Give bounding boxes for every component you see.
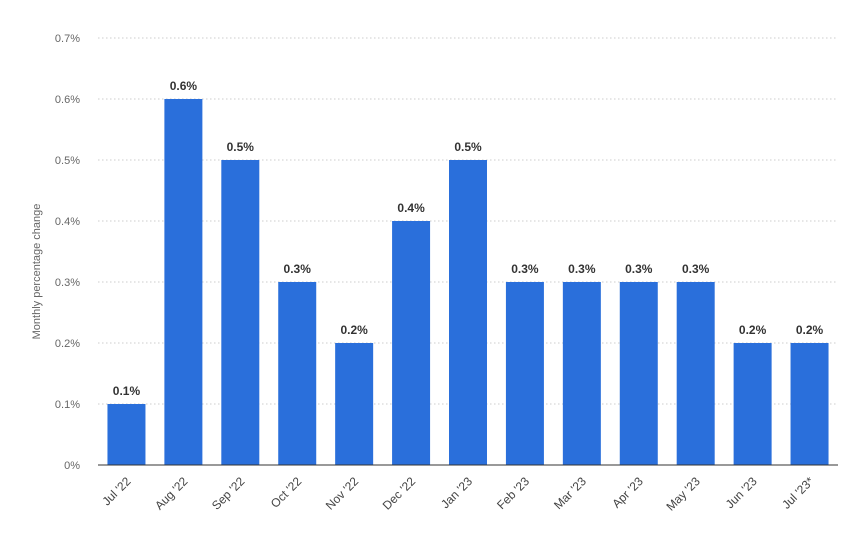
bar [676,282,715,465]
y-tick-label: 0.6% [55,94,80,106]
data-label: 0.3% [568,262,596,276]
data-label: 0.2% [796,323,824,337]
data-label: 0.5% [454,140,482,154]
bar [619,282,658,465]
data-label: 0.6% [170,79,198,93]
data-label: 0.2% [340,323,368,337]
x-tick-label: Mar '23 [551,474,589,512]
data-label: 0.3% [625,262,653,276]
data-label: 0.4% [397,201,425,215]
bars [107,99,829,465]
x-tick-label: Apr '23 [609,474,646,511]
data-label: 0.5% [227,140,255,154]
bar [505,282,544,465]
x-tick-label: Jul '23* [779,474,817,512]
x-tick-label: Jun '23 [723,474,760,511]
y-tick-label: 0% [64,460,80,472]
bar [278,282,317,465]
bar [733,343,772,465]
data-label: 0.2% [739,323,767,337]
bar [562,282,601,465]
x-tick-label: Feb '23 [494,474,532,512]
data-label: 0.3% [682,262,710,276]
x-tick-label: Jan '23 [438,474,475,511]
x-tick-label: Sep '22 [209,474,248,513]
x-tick-label: Jul '22 [99,474,133,508]
x-tick-label: Aug '22 [152,474,191,513]
bar [164,99,203,465]
bar [449,160,487,465]
x-axis-ticks: Jul '22 Aug '22 Sep '22 Oct '22 Nov '22 Dec '… [99,474,816,514]
bar [221,160,260,465]
y-tick-label: 0.7% [55,33,80,45]
bar [107,404,146,465]
x-tick-label: May '23 [663,474,703,514]
y-tick-label: 0.2% [55,338,80,350]
bar [392,221,431,465]
x-tick-label: Oct '22 [268,474,305,511]
y-axis-title: Monthly percentage change [31,204,43,340]
y-tick-label: 0.3% [55,277,80,289]
data-label: 0.3% [511,262,539,276]
x-tick-label: Nov '22 [323,474,362,513]
y-tick-label: 0.1% [55,399,80,411]
bar [335,343,374,465]
y-tick-label: 0.4% [55,216,80,228]
data-labels: 0.1% 0.6% 0.5% 0.3% 0.2% 0.4% 0.5% 0.3% 0.3% 0.3%… [113,79,824,398]
bar [790,343,829,465]
data-label: 0.1% [113,384,141,398]
y-axis-ticks: 0% 0.1% 0.2% 0.3% 0.4% 0.5% 0.6% 0.7% [55,33,80,472]
y-tick-label: 0.5% [55,155,80,167]
data-label: 0.3% [284,262,312,276]
x-tick-label: Dec '22 [380,474,419,513]
